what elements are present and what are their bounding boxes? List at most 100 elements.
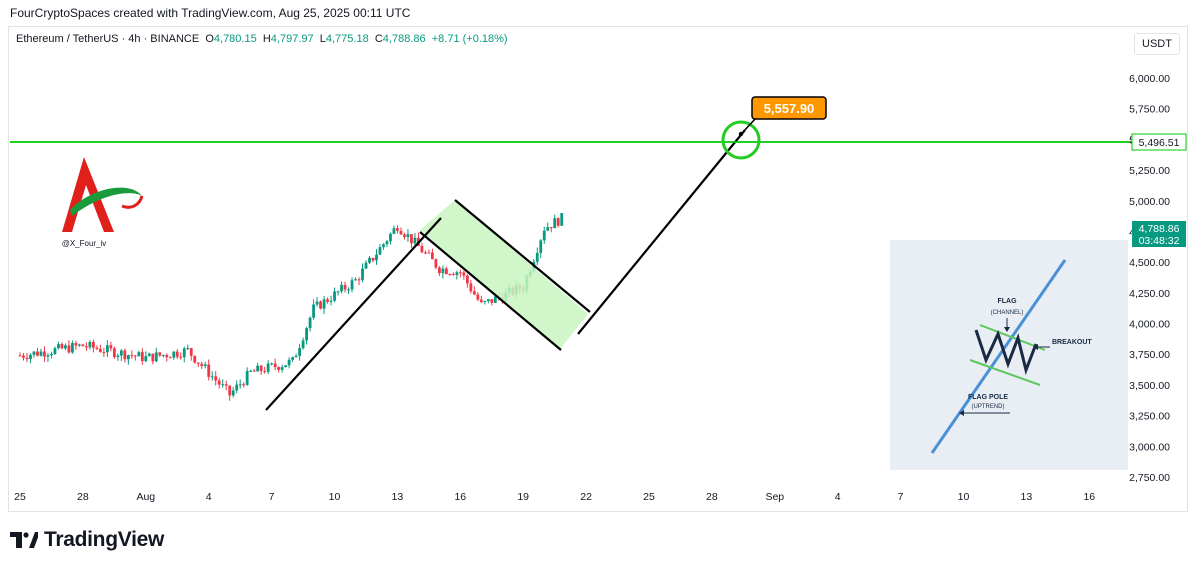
y-tick-label: 5,000.00 bbox=[1129, 196, 1170, 208]
candle-body bbox=[441, 268, 445, 274]
candle-body bbox=[434, 259, 438, 268]
candle-body bbox=[81, 344, 85, 347]
candle-body bbox=[444, 268, 448, 275]
candle-body bbox=[179, 356, 183, 358]
target-circle bbox=[721, 120, 761, 160]
candle-body bbox=[368, 257, 371, 263]
x-tick-label: 7 bbox=[898, 491, 904, 503]
candle-body bbox=[116, 355, 120, 358]
tradingview-wordmark: TradingView bbox=[44, 528, 165, 551]
candle-body bbox=[259, 365, 263, 372]
candle-body bbox=[210, 376, 214, 378]
candle-body bbox=[301, 340, 305, 349]
y-tick-label: 4,000.00 bbox=[1129, 319, 1170, 331]
candle-body bbox=[406, 234, 410, 238]
low-value: 4,775.18 bbox=[325, 33, 369, 45]
tradingview-mark-icon bbox=[10, 532, 38, 548]
close-value: 4,788.86 bbox=[382, 33, 426, 45]
candle-body bbox=[46, 355, 50, 357]
candle-body bbox=[91, 341, 95, 348]
candle-body bbox=[336, 291, 340, 293]
candle-body bbox=[196, 362, 200, 364]
target-price-text: 5,557.90 bbox=[764, 101, 815, 116]
candle-body bbox=[375, 254, 378, 261]
x-tick-label: Sep bbox=[765, 491, 784, 503]
candle-body bbox=[50, 353, 53, 356]
x-tick-label: 10 bbox=[329, 491, 341, 503]
candle-body bbox=[396, 228, 399, 231]
candle-body bbox=[231, 390, 235, 396]
candle-body bbox=[371, 257, 375, 261]
candle-body bbox=[542, 230, 546, 241]
candle-body bbox=[361, 268, 364, 280]
y-tick-label: 3,750.00 bbox=[1129, 349, 1170, 361]
x-tick-label: 22 bbox=[580, 491, 592, 503]
resistance-price-tag: 5,496.51 bbox=[1131, 133, 1187, 151]
candle-body bbox=[119, 350, 123, 356]
candle-body bbox=[85, 346, 88, 348]
candle-body bbox=[242, 384, 246, 386]
candle-body bbox=[357, 279, 361, 281]
flag-pole-trendline bbox=[265, 217, 442, 411]
candle-body bbox=[273, 363, 277, 368]
candle-body bbox=[298, 348, 301, 356]
candle-body bbox=[270, 363, 274, 365]
candle-body bbox=[161, 354, 165, 356]
candle-body bbox=[151, 353, 155, 362]
currency-button[interactable]: USDT bbox=[1134, 33, 1180, 55]
channel-lower-line bbox=[419, 231, 562, 351]
candle-body bbox=[382, 244, 385, 248]
candle-body bbox=[315, 301, 319, 305]
candle-body bbox=[133, 355, 137, 357]
candle-body bbox=[147, 353, 151, 357]
candle-body bbox=[438, 267, 441, 274]
svg-text:(UPTREND): (UPTREND) bbox=[972, 404, 1005, 410]
x-tick-label: 7 bbox=[269, 491, 275, 503]
svg-text:FLAG: FLAG bbox=[997, 298, 1017, 305]
candle-body bbox=[95, 347, 99, 349]
candle-body bbox=[403, 234, 406, 238]
svg-text:(CHANNEL): (CHANNEL) bbox=[991, 310, 1024, 316]
candle-body bbox=[280, 367, 284, 370]
candle-body bbox=[245, 370, 249, 385]
candle-body bbox=[462, 272, 466, 276]
candle-body bbox=[389, 233, 392, 242]
candle-body bbox=[486, 299, 490, 302]
candle-body bbox=[364, 262, 368, 269]
candle-body bbox=[144, 356, 148, 362]
candle-body bbox=[221, 384, 225, 386]
x-tick-label: 16 bbox=[1083, 491, 1095, 503]
candle-body bbox=[67, 345, 71, 353]
candle-body bbox=[340, 284, 343, 292]
candle-body bbox=[252, 370, 256, 372]
candle-body bbox=[102, 351, 106, 353]
candle-body bbox=[553, 218, 557, 229]
x-tick-label: 25 bbox=[14, 491, 26, 503]
target-price-label: 5,557.90 bbox=[751, 96, 827, 120]
candle-body bbox=[549, 227, 553, 229]
candle-body bbox=[556, 218, 560, 226]
candle-body bbox=[420, 246, 424, 253]
candle-body bbox=[214, 376, 218, 381]
candle-body bbox=[479, 299, 483, 303]
candle-body bbox=[74, 343, 78, 346]
candle-body bbox=[451, 274, 455, 276]
candle-body bbox=[378, 247, 382, 255]
open-value: 4,780.15 bbox=[213, 33, 257, 45]
x-tick-label: 10 bbox=[958, 491, 970, 503]
change-value: +8.71 (+0.18%) bbox=[431, 33, 508, 45]
candle-body bbox=[39, 351, 43, 356]
candle-body bbox=[291, 357, 295, 360]
candle-body bbox=[29, 354, 32, 360]
tradingview-logo[interactable]: TradingView bbox=[10, 528, 164, 552]
candle-body bbox=[207, 364, 211, 377]
candle-body bbox=[256, 365, 260, 372]
candle-body bbox=[546, 227, 550, 231]
candle-body bbox=[22, 355, 25, 358]
candle-body bbox=[57, 344, 60, 349]
creator-logo: @X_Four_iv bbox=[62, 157, 144, 248]
candle-body bbox=[539, 240, 543, 253]
candle-body bbox=[64, 345, 67, 349]
y-tick-label: 4,500.00 bbox=[1129, 257, 1170, 269]
